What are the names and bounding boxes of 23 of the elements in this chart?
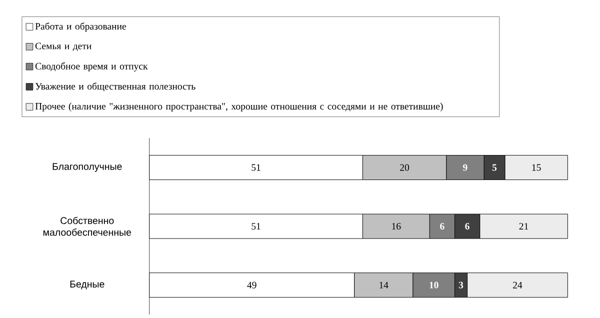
legend-label: Уважение и общественная полезность xyxy=(35,82,196,92)
data-label: 16 xyxy=(392,222,401,230)
data-label: 3 xyxy=(458,282,464,288)
y-tick-label: Благополучные xyxy=(52,162,122,172)
data-label: 20 xyxy=(400,164,410,171)
y-tick-label: Бедные xyxy=(70,280,104,290)
legend-label: Сводобное время и отпуск xyxy=(35,62,148,72)
data-label: 51 xyxy=(252,164,260,171)
data-label: 9 xyxy=(463,164,468,171)
legend-label: Работа и образование xyxy=(35,22,126,32)
data-label: 6 xyxy=(465,222,470,230)
y-tick-label: Собственно малообеспеченные xyxy=(43,216,132,236)
data-label: 6 xyxy=(440,222,444,230)
data-label: 24 xyxy=(513,282,522,288)
legend-label: Прочее (наличие "жизненного пространства", хорошие отношения с соседями и не ответившие) xyxy=(35,102,443,112)
data-label: 15 xyxy=(532,164,541,171)
legend-label: Семья и дети xyxy=(35,42,92,51)
data-label: 10 xyxy=(430,282,438,288)
data-label: 14 xyxy=(380,282,388,288)
data-label: 5 xyxy=(492,164,497,171)
data-label: 51 xyxy=(252,222,260,230)
data-label: 21 xyxy=(519,222,528,230)
data-label: 49 xyxy=(247,282,256,288)
